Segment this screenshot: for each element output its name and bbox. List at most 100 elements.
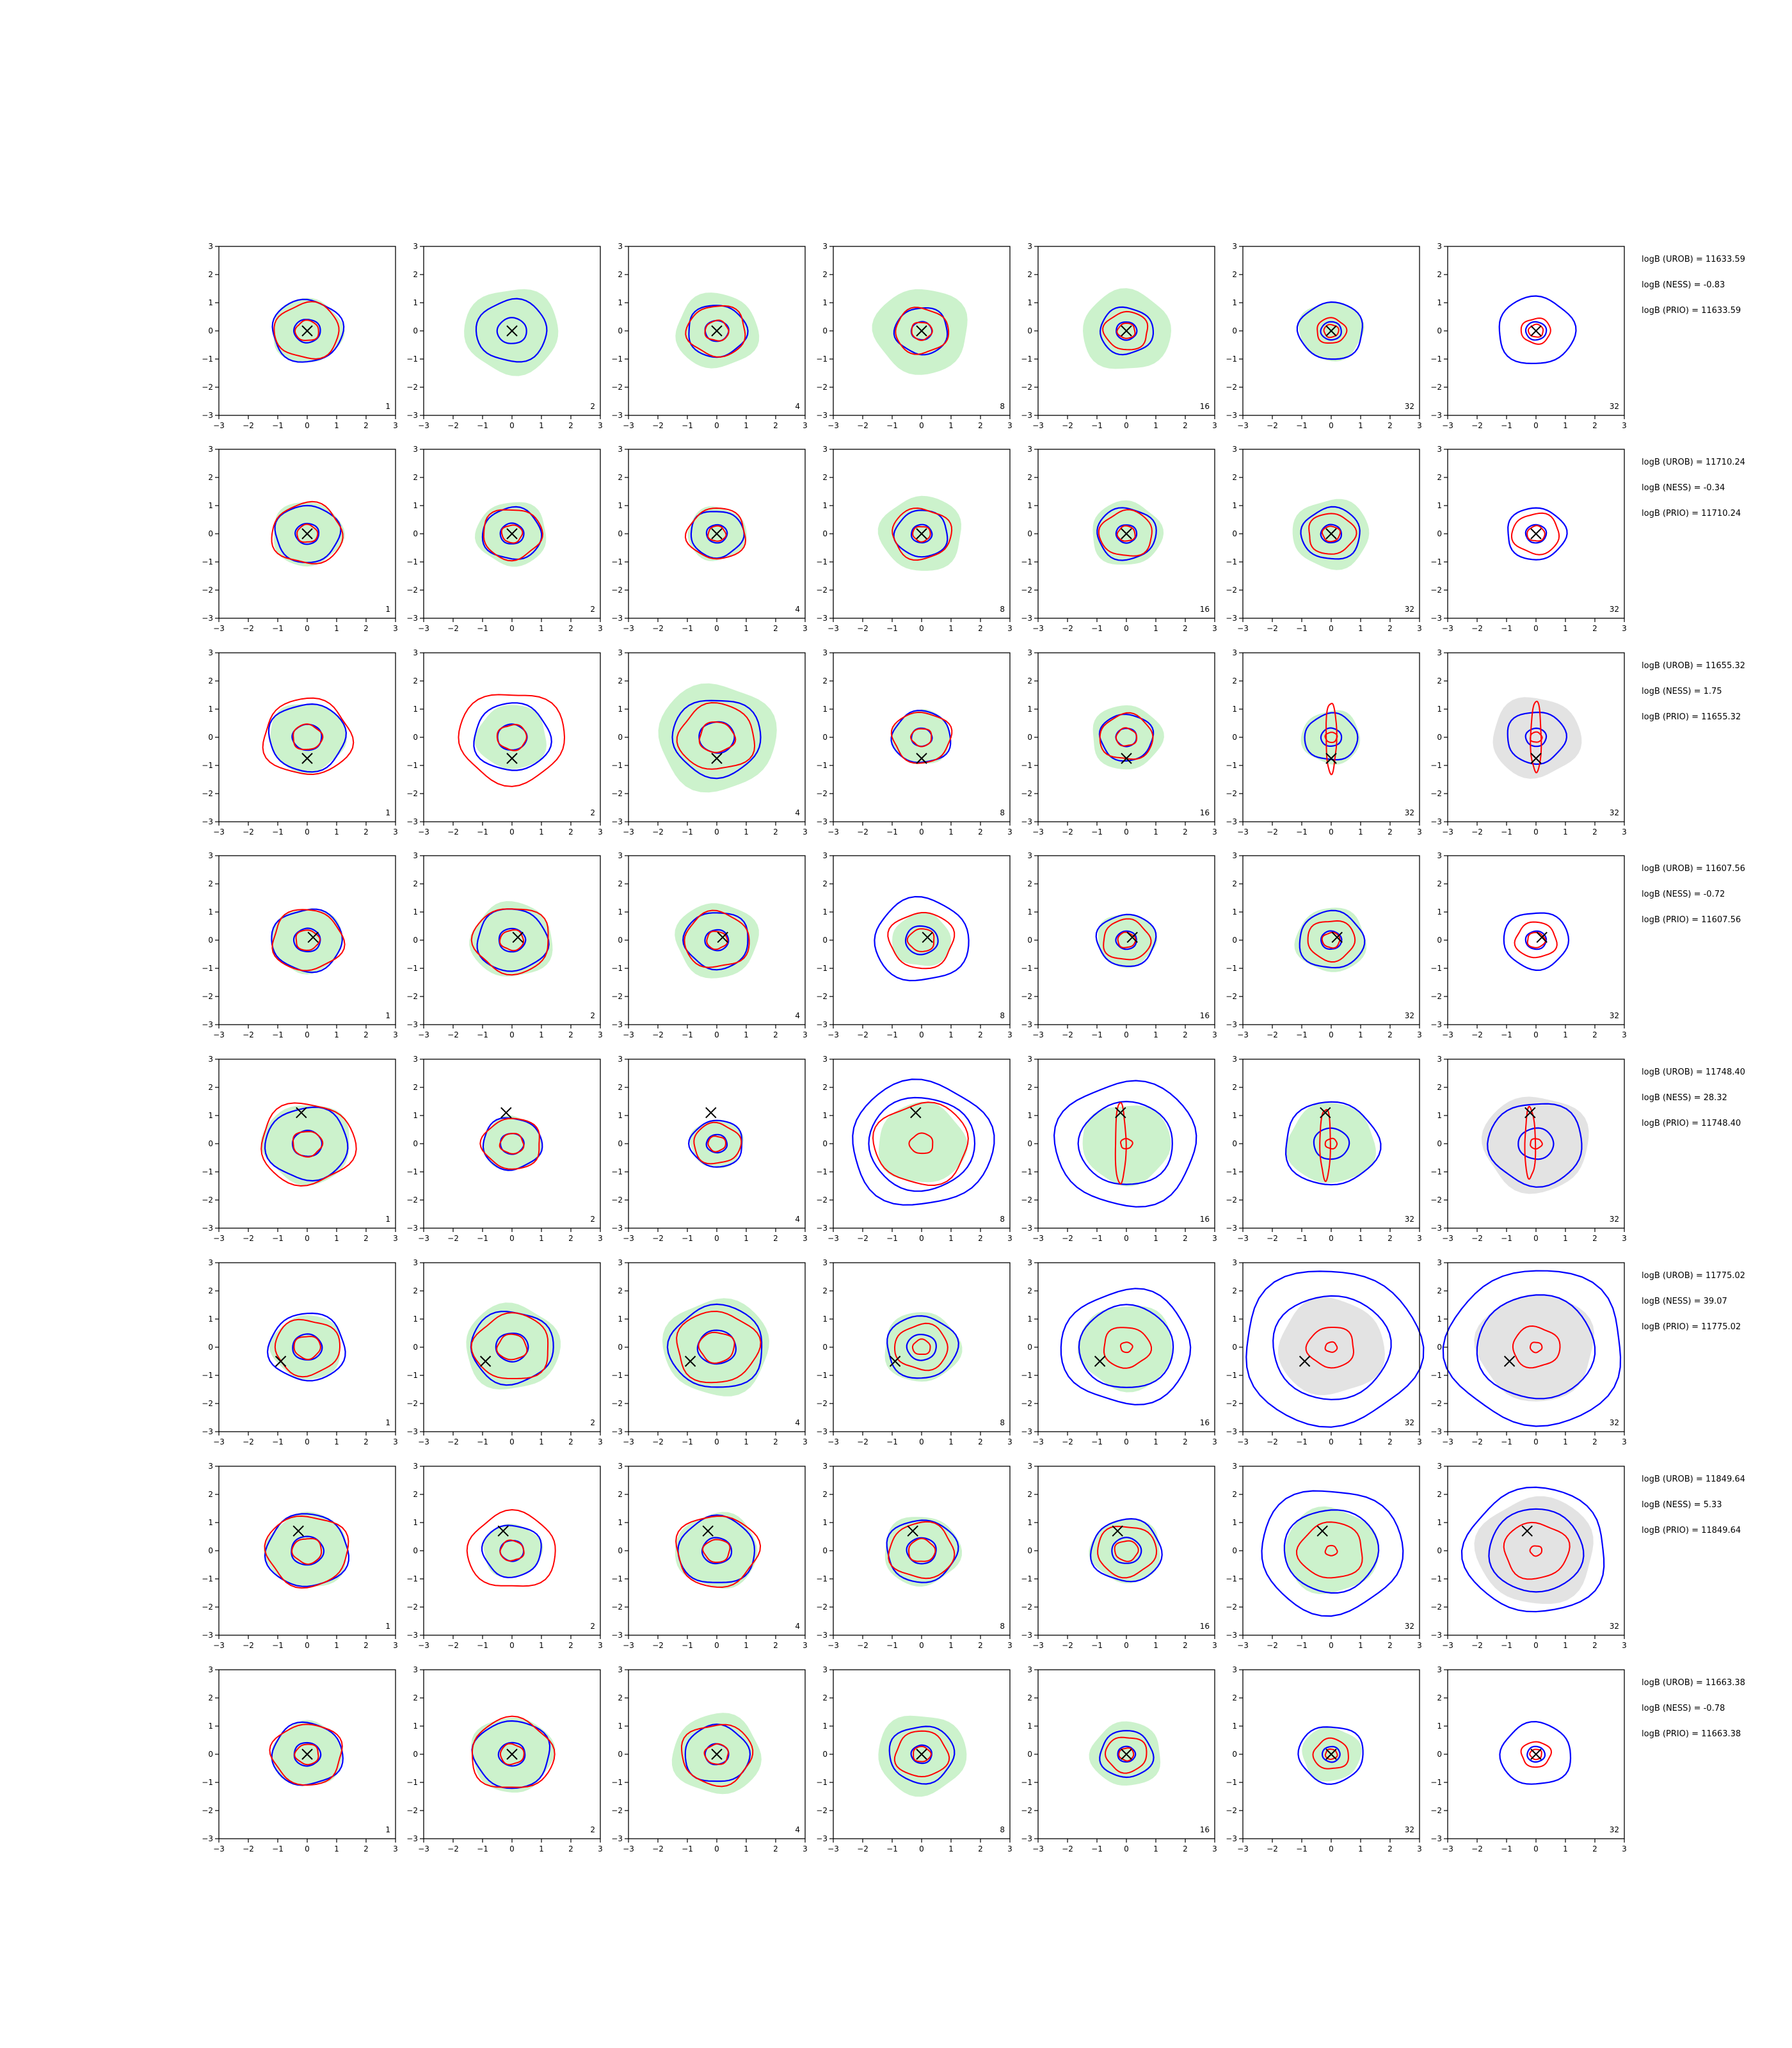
x-tick-label: 0	[1533, 624, 1539, 633]
x-tick-label: 1	[1358, 1030, 1363, 1039]
y-tick-label: 2	[413, 1490, 418, 1499]
x-tick-label: 2	[1388, 1641, 1393, 1650]
panel-r8-c6: −3−3 −2 −2 −1 −1 0 0 1 1 2 2 3 3 32	[1226, 1665, 1422, 1853]
marker-x	[1121, 325, 1132, 337]
marker-x	[717, 931, 728, 943]
red-contour	[703, 1743, 729, 1765]
x-tick-label: −1	[886, 421, 898, 430]
panel-count-label: 32	[1405, 1825, 1414, 1834]
y-tick-label: 3	[618, 1055, 623, 1064]
x-tick-label: 3	[1212, 624, 1217, 633]
y-tick-label: −1	[611, 1778, 623, 1787]
y-tick-label: 0	[822, 1139, 828, 1148]
x-tick-label: 1	[744, 1844, 749, 1853]
x-tick-label: 2	[1592, 624, 1597, 633]
density-fill	[483, 1523, 543, 1578]
y-tick-label: 3	[822, 1055, 828, 1064]
y-tick-label: 1	[1232, 705, 1237, 714]
y-tick-label: 3	[1232, 1665, 1237, 1674]
y-tick-label: 1	[208, 298, 213, 307]
panel-count-label: 8	[1000, 1011, 1005, 1020]
y-tick-label: 2	[208, 879, 213, 888]
y-tick-label: 3	[1027, 851, 1032, 860]
x-tick-label: 1	[948, 828, 954, 836]
x-tick-label: 1	[1358, 1437, 1363, 1446]
y-tick-label: −1	[1430, 761, 1442, 770]
x-tick-label: 1	[334, 1844, 339, 1853]
blue-contour	[701, 1537, 733, 1565]
y-tick-label: −1	[1021, 1167, 1032, 1176]
y-tick-label: 3	[1232, 851, 1237, 860]
red-contour	[295, 929, 321, 951]
x-tick-label: 0	[919, 828, 924, 836]
y-tick-label: 2	[413, 1693, 418, 1702]
panel-count-label: 16	[1200, 1215, 1210, 1224]
density-fill	[466, 1302, 561, 1390]
x-tick-label: −3	[213, 1234, 225, 1243]
blue-contour	[1245, 1270, 1425, 1428]
x-tick-label: −2	[1471, 1234, 1483, 1243]
x-tick-label: 3	[598, 1030, 603, 1039]
red-contour	[499, 1132, 525, 1155]
y-tick-label: −3	[1226, 817, 1237, 826]
y-tick-label: −2	[611, 383, 623, 392]
panel-count-label: 2	[590, 402, 595, 411]
red-contour	[685, 305, 746, 358]
panel-count-label: 32	[1405, 1215, 1414, 1224]
panel-r1-c5: −3−3 −2 −2 −1 −1 0 0 1 1 2 2 3 3 16	[1021, 242, 1217, 430]
blue-contour	[1503, 912, 1570, 972]
blue-contour	[294, 522, 320, 545]
y-tick-label: −2	[1021, 1806, 1032, 1815]
y-tick-label: −1	[1430, 1167, 1442, 1176]
y-tick-label: −3	[611, 614, 623, 623]
y-tick-label: 3	[413, 1258, 418, 1267]
blue-contour	[291, 723, 323, 751]
x-tick-label: −1	[682, 828, 693, 836]
x-tick-label: −3	[1237, 1030, 1249, 1039]
x-tick-label: −1	[272, 624, 284, 633]
x-tick-label: −1	[1091, 1437, 1103, 1446]
density-fill	[1294, 908, 1366, 972]
red-contour	[1530, 1138, 1543, 1150]
x-tick-label: −1	[1296, 1437, 1308, 1446]
red-contour	[273, 301, 340, 360]
y-tick-label: 0	[1027, 1750, 1032, 1759]
x-tick-label: 1	[539, 1641, 544, 1650]
panel-count-label: 2	[590, 605, 595, 614]
x-tick-label: 1	[1358, 1234, 1363, 1243]
x-tick-label: 1	[539, 1844, 544, 1853]
blue-contour	[1089, 1517, 1163, 1583]
blue-contour	[1099, 306, 1154, 356]
y-tick-label: −1	[1430, 964, 1442, 973]
red-contour	[887, 912, 956, 970]
x-tick-label: 0	[1329, 624, 1334, 633]
y-tick-label: −1	[406, 557, 418, 566]
x-tick-label: −3	[1442, 1030, 1453, 1039]
y-tick-label: 3	[1027, 1258, 1032, 1267]
y-tick-label: 0	[208, 326, 213, 335]
red-contour	[1324, 1341, 1338, 1353]
blue-contour	[481, 1524, 542, 1579]
y-tick-label: 1	[208, 908, 213, 916]
y-tick-label: −2	[202, 383, 213, 392]
red-contour	[1324, 732, 1338, 744]
panel-r5-c3: −3−3 −2 −2 −1 −1 0 0 1 1 2 2 3 3 4	[611, 1055, 808, 1243]
marker-x	[1325, 753, 1337, 764]
y-tick-label: 2	[618, 270, 623, 279]
red-contour	[684, 909, 750, 968]
x-tick-label: −2	[1267, 624, 1278, 633]
red-contour	[496, 724, 527, 751]
x-tick-label: 3	[1007, 1844, 1012, 1853]
y-tick-label: 1	[413, 705, 418, 714]
red-contour	[908, 1132, 934, 1155]
y-tick-label: 0	[1437, 1750, 1442, 1759]
y-tick-label: −3	[1226, 1427, 1237, 1436]
x-tick-label: −3	[418, 1234, 429, 1243]
y-tick-label: −2	[406, 1806, 418, 1815]
x-tick-label: −2	[857, 1030, 868, 1039]
x-tick-label: 3	[1007, 828, 1012, 836]
red-contour	[675, 1515, 762, 1588]
x-tick-label: −1	[1296, 1641, 1308, 1650]
blue-contour	[682, 912, 749, 971]
red-contour	[1102, 310, 1149, 351]
